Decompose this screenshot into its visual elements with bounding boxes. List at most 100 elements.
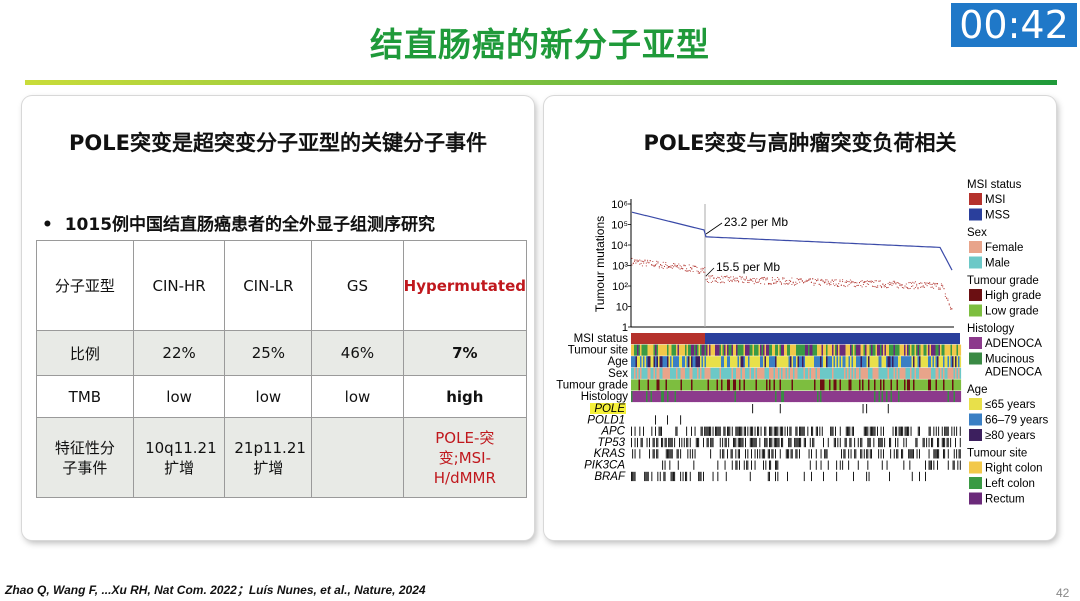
mss-burden-point xyxy=(862,281,864,283)
mss-burden-point xyxy=(788,282,790,284)
track-cell xyxy=(887,344,890,356)
track-cell xyxy=(829,344,831,356)
track-cell xyxy=(818,379,821,391)
track-cell xyxy=(956,379,959,391)
track-cell xyxy=(691,344,693,356)
gene-mutation-mark xyxy=(707,426,709,436)
track-cell xyxy=(854,356,857,368)
mss-burden-point xyxy=(935,283,937,285)
track-cell xyxy=(811,367,813,379)
track-cell xyxy=(959,391,962,403)
track-cell xyxy=(944,391,947,403)
timer-badge: 00:42 xyxy=(951,3,1077,47)
gene-mutation-mark xyxy=(770,437,772,448)
track-cell xyxy=(737,344,740,356)
gene-mutation-mark xyxy=(681,437,683,448)
track-cell xyxy=(773,344,776,356)
mss-burden-point xyxy=(896,286,898,288)
gene-mutation-mark xyxy=(902,426,904,436)
track-cell xyxy=(841,367,843,379)
track-cell xyxy=(721,379,723,391)
gene-mutation-mark xyxy=(764,426,766,436)
gene-mutation-mark xyxy=(795,449,797,459)
track-cell xyxy=(704,356,707,368)
gene-mutation-mark xyxy=(848,449,850,459)
track-cell xyxy=(724,379,726,391)
track-cell xyxy=(796,367,798,379)
track-cell xyxy=(830,391,833,403)
track-cell xyxy=(727,379,729,391)
track-cell xyxy=(935,379,938,391)
track-cell xyxy=(728,391,731,403)
track-cell xyxy=(913,367,915,379)
gene-mutation-mark xyxy=(935,426,937,436)
gene-mutation-mark xyxy=(908,449,910,459)
track-cell xyxy=(869,356,872,368)
track-cell xyxy=(865,379,867,391)
track-cell xyxy=(635,379,638,391)
gene-mutation-mark xyxy=(769,426,770,436)
track-cell xyxy=(692,367,695,379)
track-cell xyxy=(868,379,870,391)
track-cell xyxy=(650,344,653,356)
track-cell xyxy=(665,367,668,379)
gene-mutation-mark xyxy=(868,437,870,448)
mss-burden-point xyxy=(686,270,688,272)
mss-burden-point xyxy=(899,283,901,285)
track-cell xyxy=(695,356,698,368)
mss-burden-point xyxy=(934,284,936,286)
track-cell xyxy=(650,391,653,403)
track-cell xyxy=(701,379,704,391)
track-cell xyxy=(908,356,911,368)
track-cell xyxy=(944,379,947,391)
gene-mutation-mark xyxy=(795,437,797,448)
mss-burden-point xyxy=(870,281,872,283)
track-cell xyxy=(772,356,774,368)
mss-burden-point xyxy=(644,260,646,262)
track-cell xyxy=(688,379,690,391)
mss-burden-point xyxy=(790,281,792,283)
track-cell xyxy=(772,379,774,391)
gene-mutation-mark xyxy=(901,426,902,436)
gene-mutation-mark xyxy=(857,437,859,448)
track-cell xyxy=(788,356,791,368)
track-cell xyxy=(959,367,962,379)
mss-burden-point xyxy=(845,281,848,284)
gene-mutation-mark xyxy=(854,437,856,448)
gene-mutation-mark xyxy=(664,437,666,448)
track-cell xyxy=(785,391,788,403)
mss-burden-point xyxy=(886,287,888,289)
track-cell xyxy=(643,344,645,356)
gene-mutation-mark xyxy=(723,426,725,436)
gene-mutation-mark xyxy=(957,460,959,470)
track-cell xyxy=(655,344,657,356)
row-label: 特征性分子事件 xyxy=(36,417,134,498)
track-cell xyxy=(769,367,771,379)
mss-burden-point xyxy=(662,267,664,269)
track-cell xyxy=(949,344,951,356)
track-cell xyxy=(887,391,890,403)
mss-burden-point xyxy=(887,282,889,285)
track-cell xyxy=(943,391,945,403)
gene-mutation-mark xyxy=(916,437,918,448)
track-cell xyxy=(748,356,750,368)
track-cell xyxy=(821,391,824,403)
table-cell: 22% xyxy=(132,330,226,376)
gene-mutation-mark xyxy=(951,426,953,436)
mss-burden-point xyxy=(944,293,946,295)
track-cell xyxy=(854,344,857,356)
gene-mutation-mark xyxy=(767,471,769,482)
track-cell xyxy=(697,391,699,403)
track-label: MSI status xyxy=(574,333,629,345)
mss-burden-point xyxy=(825,281,827,283)
mss-burden-point xyxy=(732,276,734,278)
mss-burden-point xyxy=(934,282,936,284)
gene-mutation-mark xyxy=(745,426,746,436)
track-cell xyxy=(754,379,756,391)
mss-burden-point xyxy=(764,276,766,278)
mss-burden-point xyxy=(774,282,776,284)
track-cell xyxy=(736,391,738,403)
track-cell xyxy=(727,391,729,403)
mss-burden-point xyxy=(641,260,643,262)
track-cell xyxy=(902,391,905,403)
